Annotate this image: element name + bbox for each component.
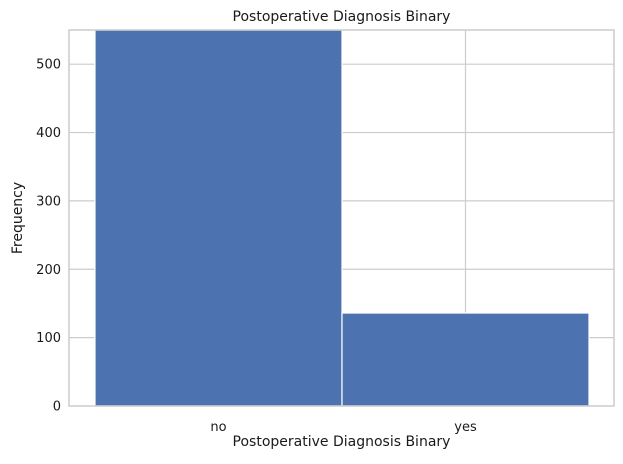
chart-title: Postoperative Diagnosis Binary — [233, 9, 451, 25]
x-tick-labels: no yes — [210, 420, 477, 435]
bar-no — [94, 29, 343, 407]
y-tick-labels: 0 100 200 300 400 500 — [36, 58, 61, 415]
y-tick-label: 400 — [36, 126, 61, 141]
y-tick-label: 300 — [36, 194, 61, 209]
y-tick-label: 100 — [36, 331, 61, 346]
bar-yes — [341, 312, 590, 407]
y-axis-label: Frequency — [10, 182, 26, 254]
y-tick-label: 200 — [36, 263, 61, 278]
x-tick-label: yes — [454, 420, 477, 435]
y-tick-label: 0 — [53, 400, 61, 415]
y-tick-label: 500 — [36, 58, 61, 73]
plot-frame — [68, 29, 615, 407]
x-tick-label: no — [210, 420, 226, 435]
x-axis-label: Postoperative Diagnosis Binary — [233, 434, 451, 450]
bars — [94, 29, 590, 407]
